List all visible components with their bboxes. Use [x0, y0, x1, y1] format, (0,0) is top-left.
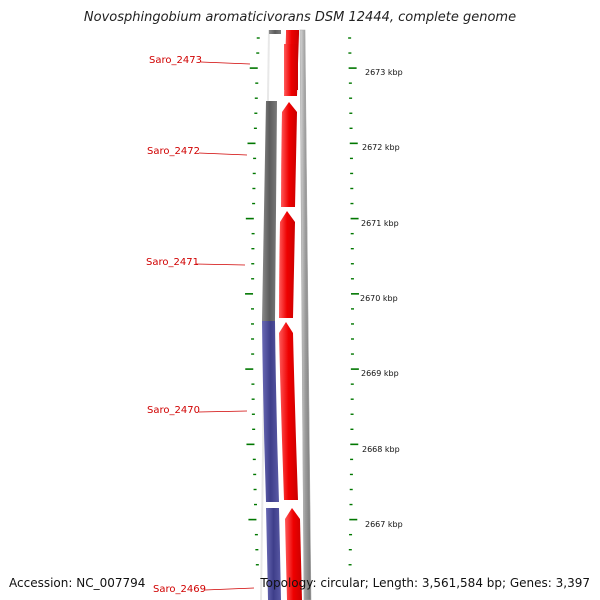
leader-saro-2470 — [198, 410, 248, 413]
backbone-track — [299, 29, 312, 600]
genome-title: Novosphingobium aromaticivorans DSM 1244… — [83, 10, 517, 25]
blue-feature-lower — [266, 508, 281, 600]
leader-saro-2469 — [204, 587, 255, 591]
leader-saro-2473 — [200, 61, 251, 65]
gene-label-saro-2471: Saro_2471 — [146, 257, 199, 268]
gene-label-saro-2472: Saro_2472 — [147, 146, 200, 157]
accession-text: Accession: NC_007794 — [9, 576, 146, 590]
kbp-label-2670: 2670 kbp — [360, 294, 398, 303]
left-tick-group — [245, 37, 260, 566]
gene-label-saro-2470: Saro_2470 — [147, 405, 200, 416]
right-tick-group — [348, 37, 359, 566]
gene-label-saro-2469: Saro_2469 — [153, 584, 206, 595]
grey-feature-top — [269, 30, 281, 34]
kbp-label-2668: 2668 kbp — [362, 445, 400, 454]
cds-arrow-saro-2470 — [279, 322, 298, 500]
cds-arrow-saro-2472 — [281, 102, 297, 207]
cds-arrow-saro-2469 — [285, 508, 302, 600]
topology-text: Topology: circular; Length: 3,561,584 bp… — [260, 576, 590, 590]
kbp-label-2672: 2672 kbp — [362, 143, 400, 152]
kbp-label-2667: 2667 kbp — [365, 520, 403, 529]
kbp-label-2671: 2671 kbp — [361, 219, 399, 228]
cds-arrow-saro-2471 — [279, 211, 295, 318]
leader-saro-2472 — [198, 152, 248, 156]
grey-feature — [262, 101, 277, 321]
gene-label-saro-2473: Saro_2473 — [149, 55, 202, 66]
leader-saro-2471 — [195, 263, 246, 266]
blue-feature — [262, 321, 279, 502]
cds-arrow-saro-2473-tip — [284, 44, 298, 90]
kbp-label-2669: 2669 kbp — [361, 369, 399, 378]
kbp-label-2673: 2673 kbp — [365, 68, 403, 77]
